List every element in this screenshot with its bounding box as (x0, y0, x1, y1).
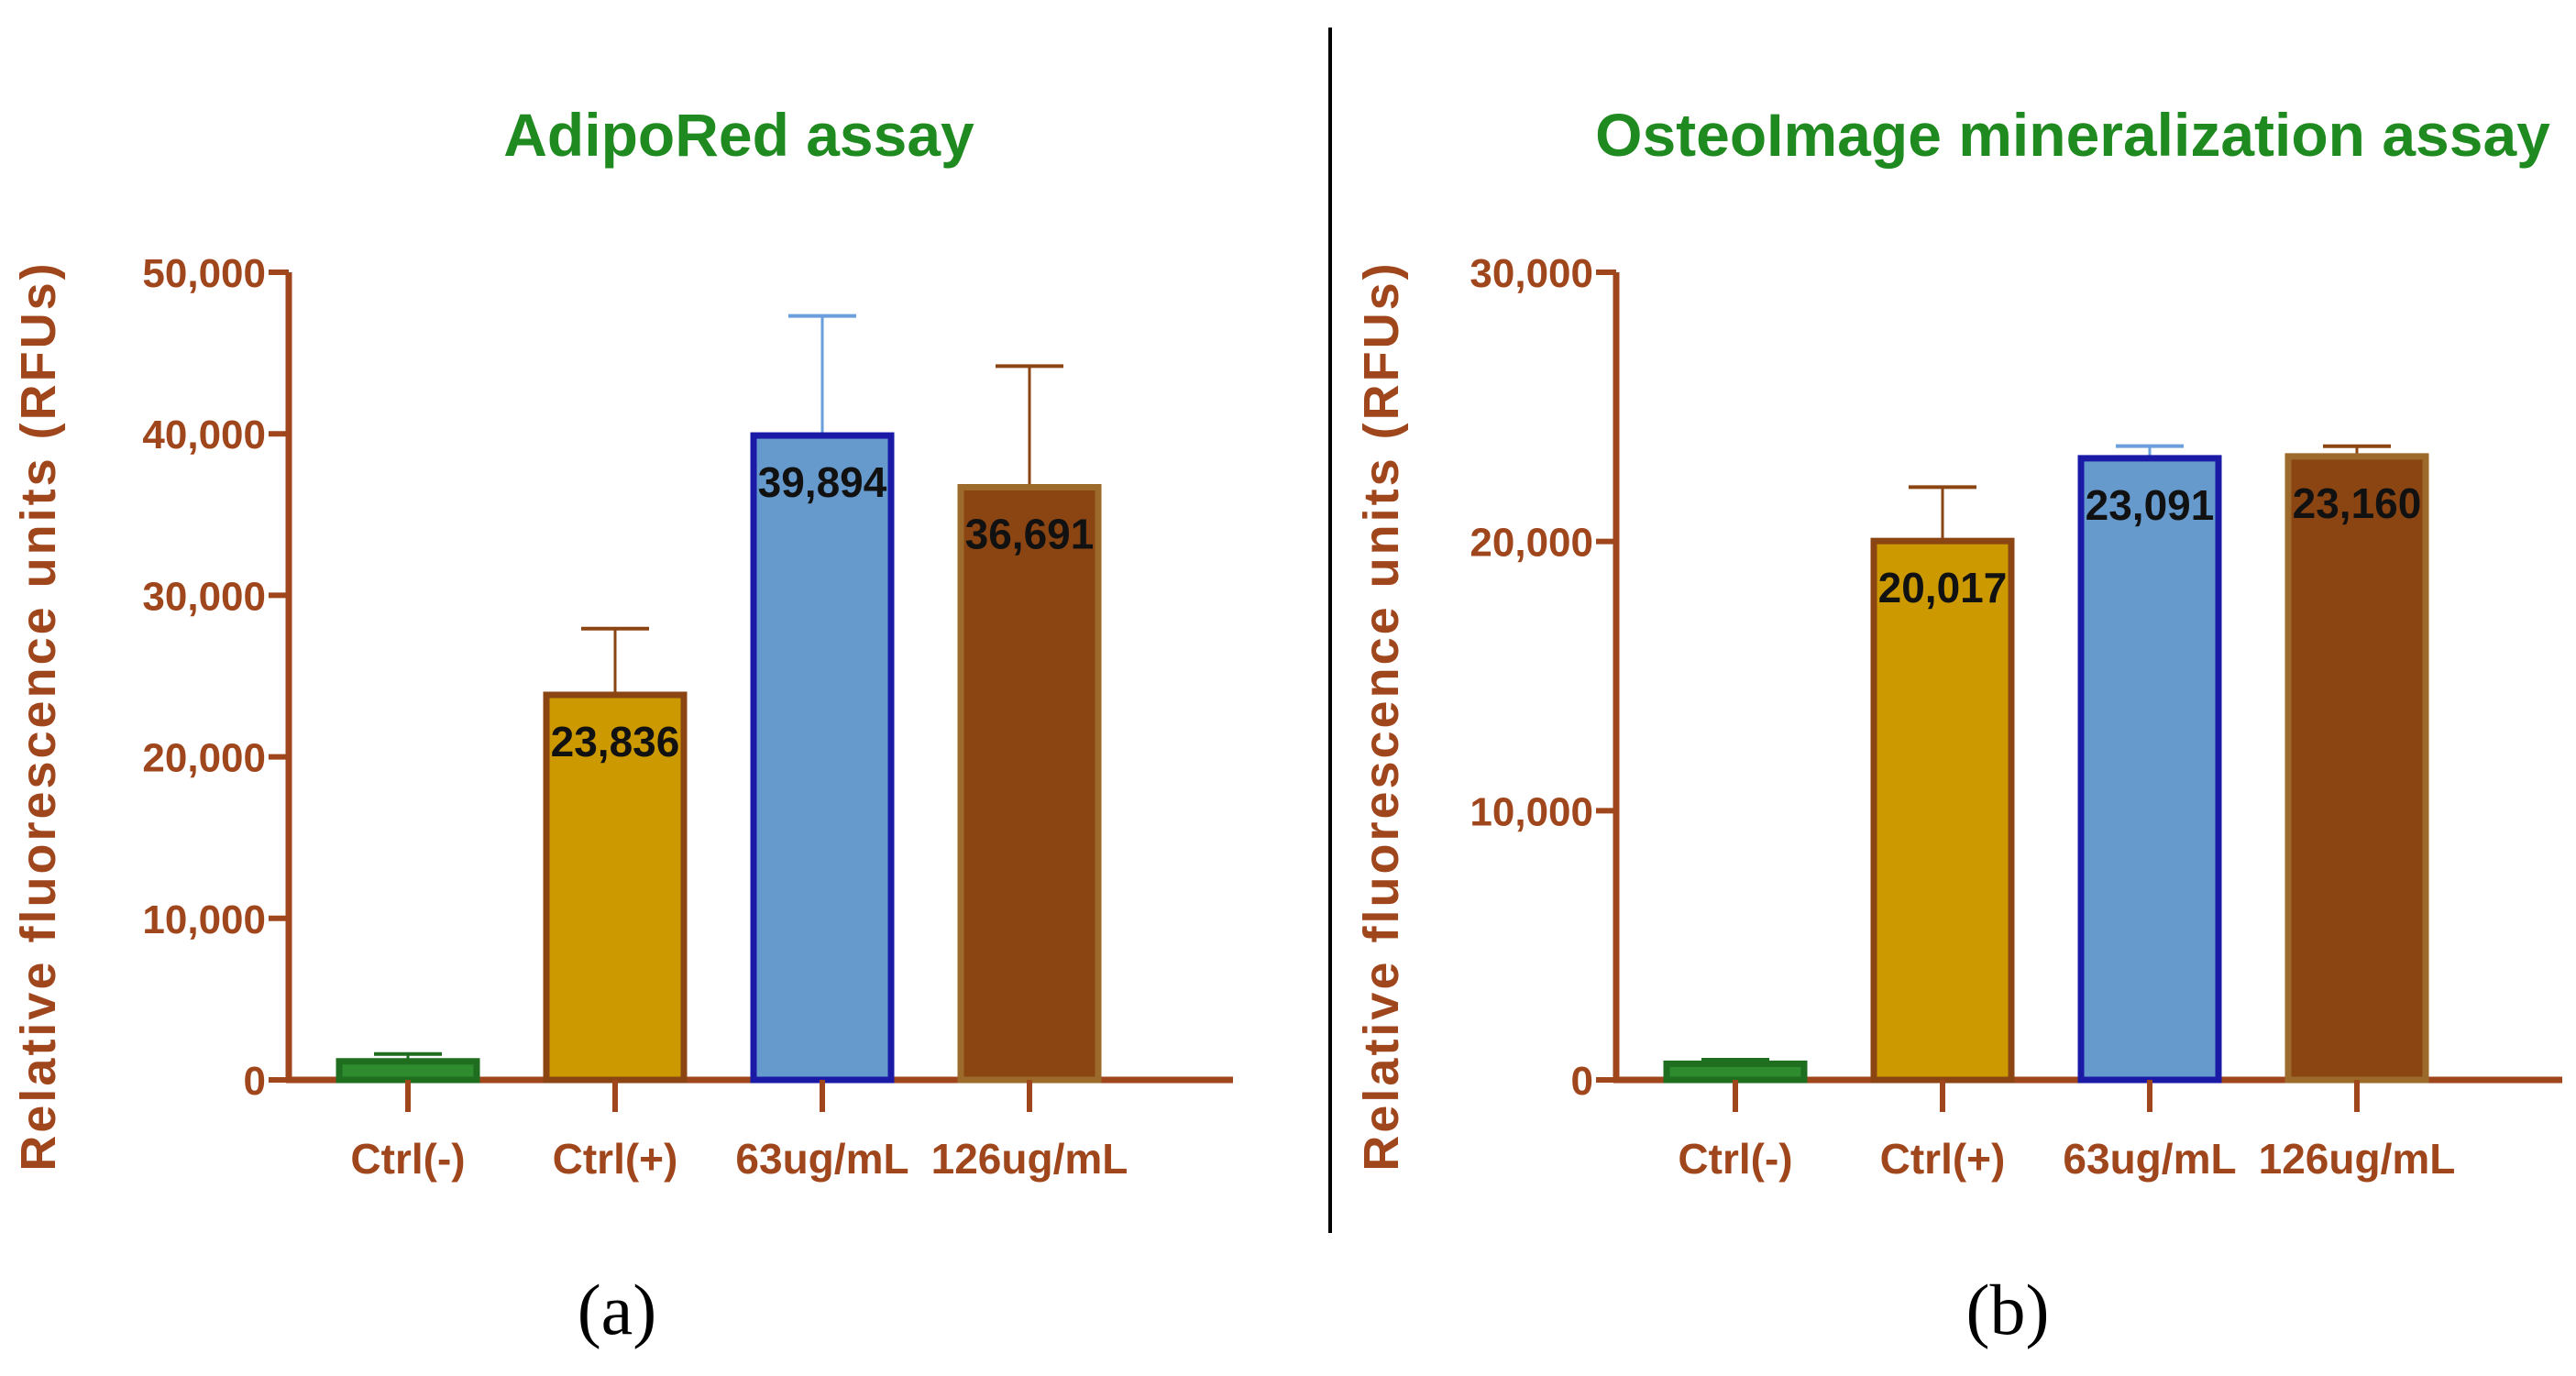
x-tick-label: 63ug/mL (735, 1135, 908, 1183)
x-tick-label: Ctrl(+) (1880, 1135, 2006, 1183)
chart-title: AdipoRed assay (503, 101, 974, 169)
y-tick-label: 0 (1571, 1059, 1593, 1104)
bar (336, 1058, 480, 1084)
data-label: 23,836 (551, 718, 680, 765)
y-tick-label: 20,000 (1470, 521, 1593, 566)
data-label: 20,017 (1878, 564, 2008, 611)
x-tick-label: 63ug/mL (2063, 1135, 2236, 1183)
x-tick-label: Ctrl(+) (553, 1135, 678, 1183)
data-label: 23,091 (2086, 481, 2215, 529)
y-tick-label: 20,000 (142, 736, 266, 781)
bar (2284, 453, 2429, 1084)
x-tick-label: Ctrl(-) (350, 1135, 465, 1183)
bar (1663, 1060, 1808, 1084)
y-tick-label: 0 (244, 1059, 266, 1104)
y-tick-label: 30,000 (1470, 251, 1593, 296)
chart-panel-a: AdipoRed assay Relative fluorescence unit… (11, 101, 1233, 1349)
data-label: 39,894 (758, 458, 887, 506)
chart-title: OsteoImage mineralization assay (1595, 101, 2550, 169)
bar (2077, 455, 2222, 1084)
bar (750, 432, 895, 1084)
y-axis-label: Relative fluorescence units (RFUs) (11, 260, 66, 1171)
y-axis-label: Relative fluorescence units (RFUs) (1354, 260, 1409, 1171)
data-label: 36,691 (965, 511, 1095, 558)
y-tick-label: 30,000 (142, 574, 266, 619)
panel-label: (a) (578, 1270, 657, 1349)
y-tick-label: 40,000 (142, 413, 266, 457)
data-label: 23,160 (2293, 479, 2422, 527)
x-tick-label: 126ug/mL (2259, 1135, 2456, 1183)
panel-label: (b) (1966, 1270, 2050, 1349)
y-tick-label: 10,000 (1470, 789, 1593, 834)
bar (1870, 537, 2015, 1084)
x-tick-label: 126ug/mL (931, 1135, 1128, 1183)
y-tick-label: 10,000 (142, 897, 266, 942)
x-tick-label: Ctrl(-) (1678, 1135, 1792, 1183)
chart-panel-b: OsteoImage mineralization assay Relative … (1354, 101, 2562, 1349)
y-tick-label: 50,000 (142, 251, 266, 296)
bar (957, 484, 1102, 1084)
